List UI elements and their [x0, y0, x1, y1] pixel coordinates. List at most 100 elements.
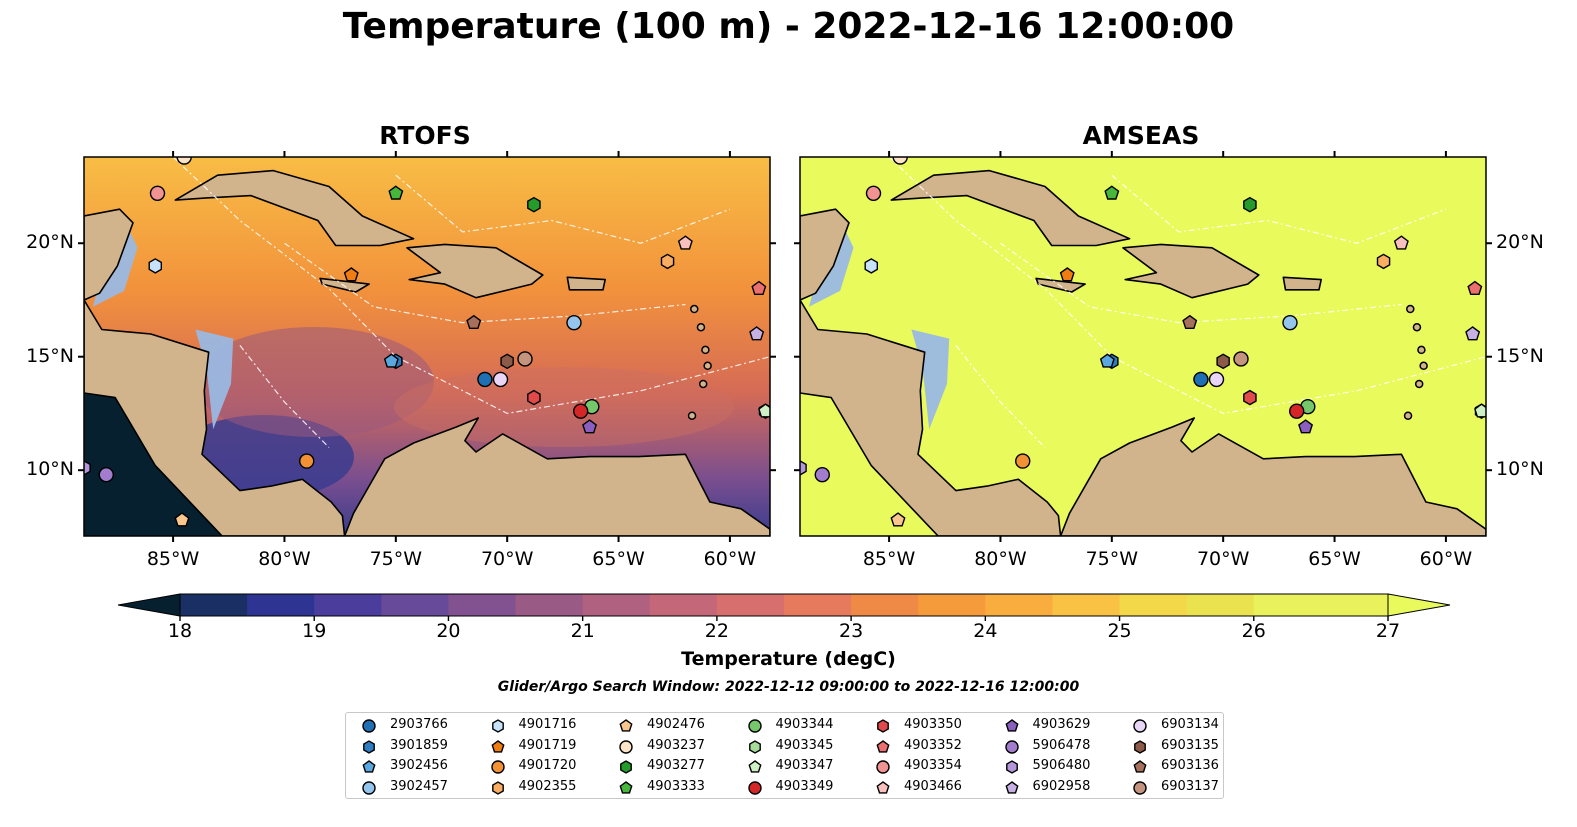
legend-label: 6903137 [1161, 778, 1219, 794]
legend-marker [491, 780, 504, 795]
land-island [690, 304, 699, 314]
colorbar-tick-label: 21 [570, 620, 595, 642]
eez-boundary [955, 345, 1046, 448]
float-4903629 [582, 419, 598, 434]
legend-marker-hexagon [491, 780, 504, 795]
float-6903136 [466, 314, 482, 329]
lon-tick-label: 85°W [862, 548, 916, 570]
legend-marker [747, 780, 762, 795]
legend-label: 4901716 [518, 717, 577, 732]
colorbar-segment [985, 594, 1053, 616]
legend-label: 4903349 [775, 778, 834, 794]
cool-water-patch [194, 327, 434, 437]
land-island [1414, 379, 1424, 389]
colorbar-segment [314, 594, 382, 616]
colorbar-segment [1052, 594, 1121, 616]
colorbar-segment [851, 594, 919, 616]
land-island [696, 322, 706, 332]
legend-label: 3902457 [390, 778, 448, 794]
colorbar-tick-label: 20 [436, 620, 461, 642]
lon-tick-label: 75°W [369, 548, 423, 570]
float-4903350 [1243, 389, 1257, 406]
land-island [703, 361, 712, 371]
legend-marker [1133, 719, 1147, 733]
land-central-america [800, 299, 1062, 536]
lon-tick-label: 80°W [258, 548, 311, 570]
float-5906480 [84, 460, 91, 476]
legend-marker-circle [747, 719, 762, 733]
land-south-america [343, 417, 770, 536]
land-island [687, 411, 697, 420]
eez-boundary [1000, 242, 1402, 324]
colorbar-segment [381, 594, 449, 616]
float-3902456 [1099, 353, 1115, 368]
colorbar-segment [582, 594, 651, 616]
legend-marker-circle [362, 719, 376, 733]
legend-marker [363, 739, 375, 754]
colorbar-tick-label: 26 [1241, 620, 1266, 642]
float-4902476 [890, 512, 906, 527]
land-island [701, 345, 710, 355]
float-6902958 [1465, 326, 1481, 341]
legend-marker [619, 719, 633, 732]
legend-label: 3901859 [390, 737, 448, 753]
land-island [1412, 322, 1422, 332]
legend-label: 4903466 [904, 778, 962, 794]
land-hispaniola [1122, 243, 1260, 299]
lat-tick-label-right: 15°N [1496, 344, 1544, 367]
legend-marker-hexagon [1005, 760, 1018, 774]
legend-label: 4901719 [518, 737, 577, 753]
float-4902355 [1376, 253, 1391, 270]
legend-marker [747, 760, 762, 773]
legend-marker [490, 760, 505, 774]
land-cuba [174, 169, 415, 247]
land-island [1403, 411, 1413, 420]
legend-label: 4902355 [518, 778, 577, 794]
float-4903347 [758, 403, 770, 418]
colorbar-tick-label: 27 [1375, 620, 1401, 642]
legend-marker-hexagon [877, 719, 889, 733]
legend-marker-hexagon [491, 719, 504, 733]
float-4903237 [176, 157, 192, 165]
float-4902476 [174, 512, 190, 527]
colorbar-tick-label: 25 [1107, 620, 1132, 642]
legend-label: 3902456 [390, 758, 448, 773]
legend-marker-pentagon [1133, 760, 1147, 773]
colorbar-segment [180, 594, 248, 616]
float-4903349 [1288, 403, 1305, 419]
legend-marker-circle [490, 760, 505, 774]
legend-marker [1134, 739, 1146, 754]
land-yucatan [84, 208, 134, 301]
land-south-america [1059, 417, 1486, 536]
legend-label: 6903135 [1161, 737, 1219, 753]
colorbar-extend-max [1387, 593, 1451, 617]
float-4901719 [1059, 267, 1075, 282]
legend-marker [1004, 780, 1019, 794]
float-4903277 [527, 196, 541, 213]
figure-title: Temperature (100 m) - 2022-12-16 12:00:0… [342, 6, 1235, 47]
eez-boundary [395, 174, 731, 244]
colorbar-tick-label: 23 [839, 620, 864, 642]
float-4901719 [343, 267, 359, 282]
float-6903134 [1208, 371, 1225, 388]
land-puerto-rico [1282, 276, 1322, 291]
float-4903237 [892, 157, 908, 165]
legend-marker-pentagon [619, 780, 633, 794]
float-3902457 [1282, 314, 1298, 331]
legend-marker [362, 760, 376, 773]
float-2903766 [1193, 371, 1209, 388]
legend-label: 2903766 [390, 717, 448, 732]
legend-label: 4903277 [647, 758, 705, 773]
float-6903136 [1182, 314, 1198, 329]
legend-marker-pentagon [876, 739, 890, 753]
land-central-america [84, 299, 346, 536]
float-5906480 [800, 460, 807, 476]
amseas-map [794, 151, 1492, 542]
legend-label: 6902958 [1032, 778, 1091, 794]
colorbar-label: Temperature (degC) [681, 648, 896, 670]
legend-marker [1133, 780, 1147, 795]
legend-marker-circle [747, 780, 762, 795]
colorbar-segment [1320, 594, 1389, 616]
float-4903629 [1298, 419, 1314, 434]
